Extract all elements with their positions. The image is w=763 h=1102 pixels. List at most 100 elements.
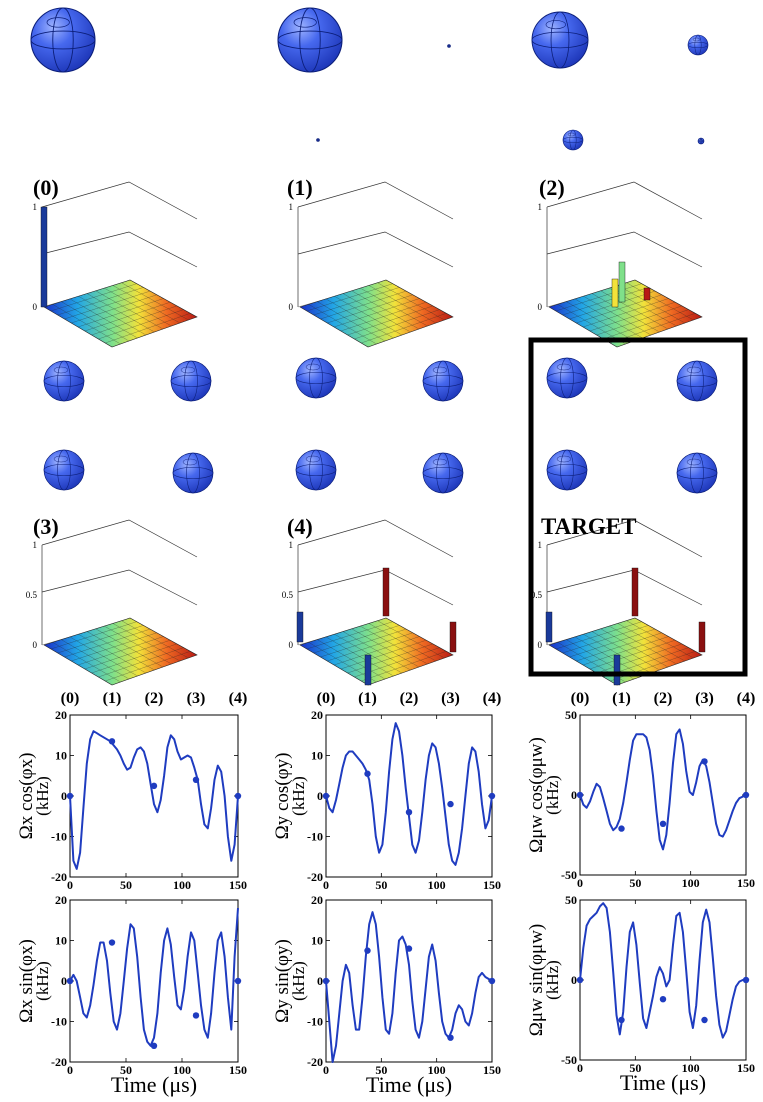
- stage-point: [701, 1016, 708, 1024]
- surface-gridline: [340, 640, 427, 670]
- population-panel: 01: [289, 181, 454, 348]
- x-tick-label: 50: [629, 1061, 641, 1075]
- surface-gridline: [112, 285, 181, 324]
- y-axis-unit: (kHz): [543, 960, 562, 1000]
- sphere-meridian: [57, 449, 71, 491]
- sphere-meridian: [309, 449, 323, 491]
- x-tick-label: 100: [428, 878, 446, 892]
- sphere-body: [30, 7, 96, 73]
- surface-gridline: [104, 625, 172, 665]
- bloch-sphere: [687, 34, 709, 56]
- sphere-contour: [305, 363, 321, 371]
- sphere-contour: [556, 363, 572, 371]
- surface-gridline: [582, 636, 669, 666]
- surface-gridline: [91, 305, 177, 336]
- sphere-contour: [53, 455, 69, 463]
- surface-gridline: [340, 302, 427, 332]
- sphere-meridian: [309, 357, 323, 399]
- bloch-sphere: [172, 452, 214, 494]
- y-axis-label: Ωμw sin(φμw): [526, 924, 547, 1036]
- z-tick-label: 0: [538, 640, 543, 650]
- y-axis-unit: (kHz): [543, 775, 562, 815]
- surface-gridline: [582, 298, 669, 328]
- sphere-meridian: [569, 129, 577, 151]
- population-bar: [698, 621, 706, 653]
- x-tick-label: 150: [737, 876, 755, 890]
- population-panel: 01: [538, 181, 703, 348]
- sphere-contour: [686, 458, 702, 466]
- x-tick-label: 100: [428, 1063, 446, 1077]
- population-bar: [643, 287, 651, 301]
- surface-gridline: [95, 628, 164, 668]
- surface-gridline: [347, 305, 433, 336]
- bloch-sphere: [531, 11, 589, 69]
- surface-gridline: [368, 285, 437, 324]
- surface-gridline: [351, 628, 420, 668]
- bloch-sphere: [295, 357, 337, 399]
- x-tick-label: 0: [323, 1063, 329, 1077]
- surface-gridline: [617, 285, 686, 324]
- z-tick-label: 0.5: [282, 590, 294, 600]
- sphere-equator: [687, 41, 709, 49]
- bloch-sphere: [43, 449, 85, 491]
- stage-point: [576, 791, 584, 799]
- x-tick-label: 150: [737, 1061, 755, 1075]
- z-tick-label: 1: [538, 202, 543, 212]
- sphere-equator: [422, 375, 464, 387]
- stage-point: [618, 825, 625, 832]
- bloch-sphere: [562, 129, 584, 151]
- population-panel: 00.51: [531, 519, 706, 686]
- y-tick-label: 0: [61, 974, 67, 988]
- surface-gridline: [596, 305, 682, 336]
- y-tick-label: 10: [55, 749, 67, 763]
- stage-point: [322, 977, 330, 985]
- bloch-sphere: [676, 452, 718, 494]
- surface-gridline: [112, 623, 181, 662]
- population-bar: [40, 206, 48, 308]
- y-tick-label: -20: [51, 870, 67, 884]
- z-tick-label: 0: [289, 640, 294, 650]
- z-tick-label: 0.5: [531, 590, 543, 600]
- stage-marker: (0): [571, 690, 590, 707]
- surface-gridline: [596, 643, 682, 674]
- stage-marker: (1): [103, 690, 122, 707]
- population-panel: 01: [33, 181, 198, 348]
- sphere-meridian: [436, 452, 450, 494]
- surface-gridline: [77, 636, 164, 666]
- y-axis-label: Ωx sin(φx): [16, 939, 37, 1023]
- surface-gridline: [91, 643, 177, 674]
- plot-frame: [325, 714, 493, 878]
- sphere-equator: [676, 467, 718, 479]
- z-tick-label: 1: [33, 540, 38, 550]
- population-bar: [545, 611, 553, 643]
- sphere-equator: [676, 375, 718, 387]
- bloch-sphere: [546, 449, 588, 491]
- pulse-curve: [325, 722, 493, 866]
- surface-gridline: [105, 313, 191, 344]
- sphere-meridian: [184, 360, 198, 402]
- bloch-sphere: [43, 360, 85, 402]
- y-tick-label: 0: [61, 789, 67, 803]
- target-label: TARGET: [541, 514, 636, 539]
- sphere-contour: [567, 132, 576, 137]
- sphere-meridian: [560, 357, 574, 399]
- bloch-sphere: [422, 452, 464, 494]
- stage-point: [192, 776, 200, 783]
- x-tick-label: 0: [67, 878, 73, 892]
- stage-point: [701, 758, 708, 765]
- stage-marker: (0): [61, 690, 80, 707]
- z-tick-label: 0.5: [26, 590, 38, 600]
- x-tick-label: 0: [577, 876, 583, 890]
- pulse-chart: 0 50 100 150 -20 -10 0 10 20(0) (1) (2) (3) (4) Ωy co…: [272, 690, 501, 892]
- surface-gridline: [377, 282, 445, 321]
- sphere-meridian: [436, 360, 450, 402]
- stage-point: [108, 738, 116, 745]
- sphere-body: [531, 11, 589, 69]
- bloch-sphere: [697, 137, 705, 145]
- stage-marker: (3): [187, 690, 206, 707]
- sphere-equator: [43, 464, 85, 476]
- y-tick-label: -50: [561, 1053, 577, 1067]
- x-axis-label: Time (μs): [620, 1070, 706, 1095]
